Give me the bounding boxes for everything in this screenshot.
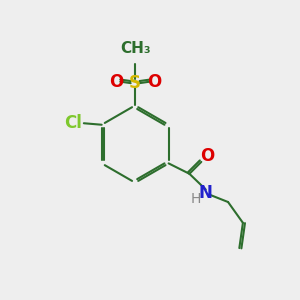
Text: Cl: Cl: [64, 114, 82, 132]
Text: H: H: [190, 192, 200, 206]
Text: O: O: [200, 147, 214, 165]
Text: O: O: [109, 73, 123, 91]
Text: N: N: [199, 184, 213, 202]
Text: CH₃: CH₃: [120, 41, 151, 56]
Text: O: O: [147, 73, 162, 91]
Text: S: S: [129, 74, 141, 92]
